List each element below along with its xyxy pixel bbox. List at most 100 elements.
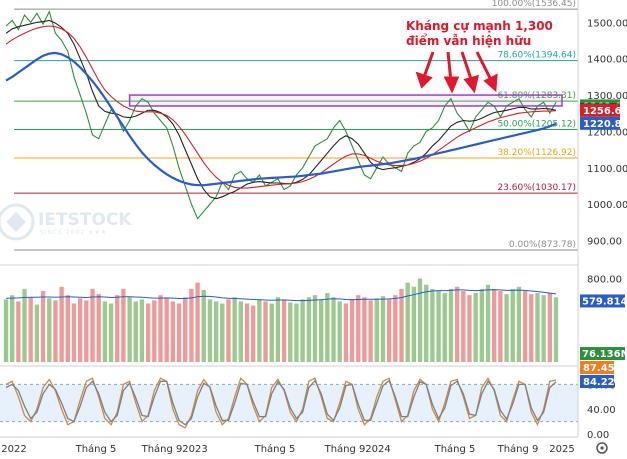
volume-bar <box>59 286 64 362</box>
price-tick-label: 1400.00 <box>587 55 627 66</box>
series-line-ma200 <box>5 51 557 187</box>
volume-bar <box>189 288 194 362</box>
volume-bar <box>343 303 349 362</box>
volume-bar <box>3 299 9 362</box>
fibonacci-levels: 100.00%(1536.45) 78.60%(1394.64) 61.80%(12… <box>14 0 578 251</box>
price-badge <box>580 116 620 130</box>
time-tick-label: Tháng 9 <box>141 443 183 455</box>
time-tick-label: 2025 <box>549 444 574 455</box>
volume-bar <box>473 293 478 362</box>
volume-badge-text: 76.136M <box>582 349 627 360</box>
volume-bar <box>28 297 33 362</box>
time-tick-label: Tháng 5 <box>75 443 117 455</box>
volume-bar <box>183 297 188 362</box>
resistance-annotation: Kháng cự mạnh 1,300 điểm vẫn hiện hữu <box>406 19 553 94</box>
volume-bar <box>10 295 15 362</box>
annotation-arrows <box>415 51 498 94</box>
volume-bar <box>522 290 528 362</box>
volume-bar <box>300 299 305 362</box>
volume-bar <box>84 300 89 362</box>
volume-bar <box>362 297 367 362</box>
stochastic-badge-text: 84.22 <box>583 377 615 388</box>
stochastic-badge-text: 87.45 <box>583 363 615 374</box>
time-tick-label: 2023 <box>182 444 207 455</box>
volume-bar <box>145 303 151 362</box>
time-tick-label: Tháng 5 <box>254 443 296 455</box>
volume-bar <box>399 288 404 362</box>
volume-bar <box>238 301 243 362</box>
volume-bar <box>220 303 225 362</box>
volume-bar <box>535 293 540 362</box>
volume-bar <box>393 295 398 362</box>
volume-bar <box>294 303 299 362</box>
volume-bar <box>263 301 268 362</box>
volume-badges: 579.814M 76.136M <box>580 294 627 361</box>
volume-bar <box>16 301 21 362</box>
volume-bar <box>492 288 497 362</box>
volume-bar <box>257 299 262 362</box>
resistance-zone <box>128 94 563 107</box>
annotation-line-2: điểm vẫn hiện hữu <box>406 33 531 48</box>
series-line-ma20 <box>5 19 557 200</box>
price-tick-label: 1300.00 <box>587 91 627 102</box>
price-axis: 1500.00 1400.00 1300.00 1200.00 1100.00 1000.… <box>587 18 627 247</box>
fib-label: 100.00%(1536.45) <box>492 0 576 9</box>
fib-label: 61.80%(1283.31) <box>497 91 576 101</box>
time-tick-label: 2024 <box>365 444 390 455</box>
volume-bar <box>337 301 342 362</box>
stochastic-line-d <box>5 379 557 426</box>
volume-bar <box>226 299 231 362</box>
volume-bar <box>269 303 274 362</box>
volume-bar <box>133 301 138 362</box>
volume-badge <box>580 347 625 361</box>
volume-bar <box>158 295 163 362</box>
volume-bar <box>547 293 552 362</box>
volume-bar <box>504 294 509 362</box>
volume-bar <box>442 293 447 362</box>
fib-label: 50.00%(1205.12) <box>497 120 576 130</box>
price-tick-label: 1200.00 <box>587 127 627 138</box>
volume-bar <box>411 286 417 362</box>
volume-bar <box>553 297 559 362</box>
volume-bar <box>312 295 318 362</box>
stochastic-badge <box>580 361 614 374</box>
volume-bar <box>281 299 287 362</box>
volume-bar <box>53 300 58 362</box>
volume-bar <box>65 295 70 362</box>
volume-bar <box>102 301 108 362</box>
volume-bar <box>201 289 206 362</box>
price-tick-label: 1100.00 <box>587 164 627 175</box>
volume-bar <box>461 290 466 362</box>
price-badge-text: 1256.68 <box>583 106 627 117</box>
volume-bar <box>22 288 27 362</box>
volume-bar <box>448 288 454 362</box>
time-tick-label: 2022 <box>1 444 26 455</box>
volume-bar <box>139 299 145 362</box>
volume-bar <box>170 301 176 362</box>
volume-bar <box>430 288 435 362</box>
volume-bar <box>77 298 83 362</box>
volume-bar <box>349 299 355 362</box>
stochastic-tick-label: 0.00 <box>587 430 609 441</box>
annotation-line-1: Kháng cự mạnh 1,300 <box>406 19 553 33</box>
volume-bar <box>115 295 120 362</box>
price-series <box>5 9 557 220</box>
stochastic-tick-label: 40.00 <box>587 405 616 416</box>
volume-bar <box>386 299 392 362</box>
price-tick-label: 1000.00 <box>587 200 627 211</box>
volume-badge-text: 579.814M <box>582 296 627 307</box>
volume-bar <box>108 303 114 362</box>
volume-bar <box>306 297 311 362</box>
volume-bar <box>405 282 410 362</box>
price-badge <box>580 103 620 117</box>
volume-bar <box>152 300 157 362</box>
time-tick-label: Tháng 9 <box>497 443 539 455</box>
volume-bar <box>454 286 460 362</box>
price-tick-label: 900.00 <box>587 236 622 247</box>
volume-bar <box>467 295 472 362</box>
fib-label: 0.00%(873.78) <box>509 240 576 250</box>
volume-bar <box>331 297 336 362</box>
settings-gear-icon[interactable] <box>596 442 608 454</box>
volume-bar <box>251 305 256 362</box>
